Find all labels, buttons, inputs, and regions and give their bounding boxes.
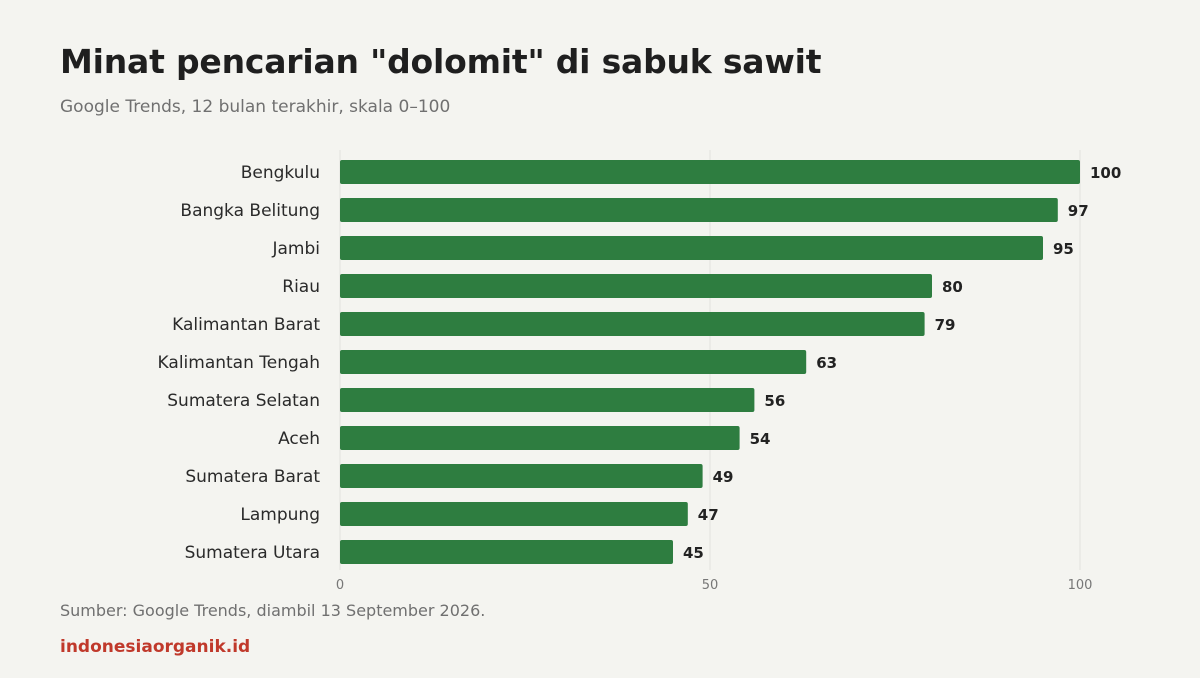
category-labels: Bengkulu Bangka Belitung Jambi Riau Kalimant… [158, 163, 321, 563]
bar [340, 236, 1043, 260]
chart-title: Minat pencarian "dolomit" di sabuk sawit [60, 42, 822, 81]
data-label: 100 [1090, 164, 1121, 182]
bars [340, 160, 1080, 564]
x-tick-label: 100 [1068, 578, 1093, 593]
bar [340, 426, 740, 450]
category-label: Kalimantan Tengah [158, 353, 320, 373]
bar [340, 160, 1080, 184]
source-note: Sumber: Google Trends, diambil 13 Septem… [60, 601, 486, 620]
bar [340, 312, 925, 336]
data-label: 97 [1068, 202, 1089, 220]
x-tick-label: 0 [336, 578, 344, 593]
category-label: Aceh [278, 429, 320, 449]
chart-subtitle: Google Trends, 12 bulan terakhir, skala … [60, 97, 451, 117]
data-label: 80 [942, 278, 963, 296]
category-label: Sumatera Selatan [167, 391, 320, 411]
data-label: 54 [750, 430, 771, 448]
data-label: 63 [816, 354, 837, 372]
bar [340, 502, 688, 526]
x-tick-label: 50 [702, 578, 719, 593]
data-label: 45 [683, 544, 704, 562]
category-label: Riau [282, 277, 320, 297]
data-label: 56 [764, 392, 785, 410]
data-label: 47 [698, 506, 719, 524]
data-label: 79 [935, 316, 956, 334]
category-label: Sumatera Barat [185, 467, 320, 487]
bar [340, 274, 932, 298]
x-axis-ticks: 0 50 100 [336, 578, 1093, 593]
category-label: Bangka Belitung [180, 201, 320, 221]
bar-chart: Bengkulu Bangka Belitung Jambi Riau Kalimant… [158, 150, 1121, 593]
data-label: 95 [1053, 240, 1074, 258]
data-label: 49 [713, 468, 734, 486]
category-label: Kalimantan Barat [172, 315, 320, 335]
category-label: Jambi [271, 239, 320, 259]
category-label: Lampung [240, 505, 320, 525]
bar [340, 388, 755, 412]
bar [340, 464, 703, 488]
bar [340, 350, 807, 374]
category-label: Sumatera Utara [185, 543, 320, 563]
category-label: Bengkulu [241, 163, 320, 183]
value-labels: 100 97 95 80 79 63 56 54 49 47 45 [683, 164, 1121, 562]
bar [340, 540, 673, 564]
bar [340, 198, 1058, 222]
brand-name: indonesiaorganik.id [60, 637, 251, 657]
